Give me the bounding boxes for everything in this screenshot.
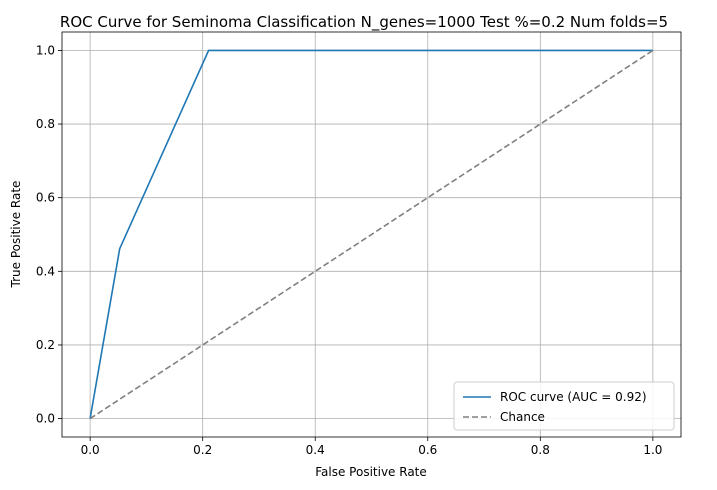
x-axis-label: False Positive Rate: [315, 465, 427, 479]
y-tick-label: 0.6: [36, 191, 55, 205]
chart-title: ROC Curve for Seminoma Classification N_…: [60, 13, 668, 32]
x-tick-label: 0.8: [531, 443, 550, 457]
y-tick-label: 0.8: [36, 117, 55, 131]
y-tick-label: 1.0: [36, 43, 55, 57]
y-axis-label: True Positive Rate: [9, 181, 23, 289]
x-tick-label: 0.0: [81, 443, 100, 457]
x-tick-label: 1.0: [643, 443, 662, 457]
x-tick-label: 0.4: [306, 443, 325, 457]
x-tick-label: 0.2: [193, 443, 212, 457]
y-tick-label: 0.4: [36, 264, 55, 278]
ticks: 0.0 0.2 0.4 0.6 0.8 1.0 0.0 0.2 0.4 0.6 0.8 1.0: [36, 43, 663, 457]
legend-chance-label: Chance: [500, 410, 545, 424]
legend: ROC curve (AUC = 0.92) Chance: [453, 381, 675, 431]
legend-roc-label: ROC curve (AUC = 0.92): [500, 390, 647, 404]
legend-box: [453, 381, 675, 431]
plot-frame: [61, 31, 682, 438]
grid: [62, 32, 681, 437]
chance-line: [89, 49, 654, 420]
roc-curve-line: [89, 49, 653, 419]
x-tick-label: 0.6: [418, 443, 437, 457]
series-group: [89, 49, 654, 420]
y-tick-label: 0.0: [36, 412, 55, 426]
y-tick-label: 0.2: [36, 338, 55, 352]
